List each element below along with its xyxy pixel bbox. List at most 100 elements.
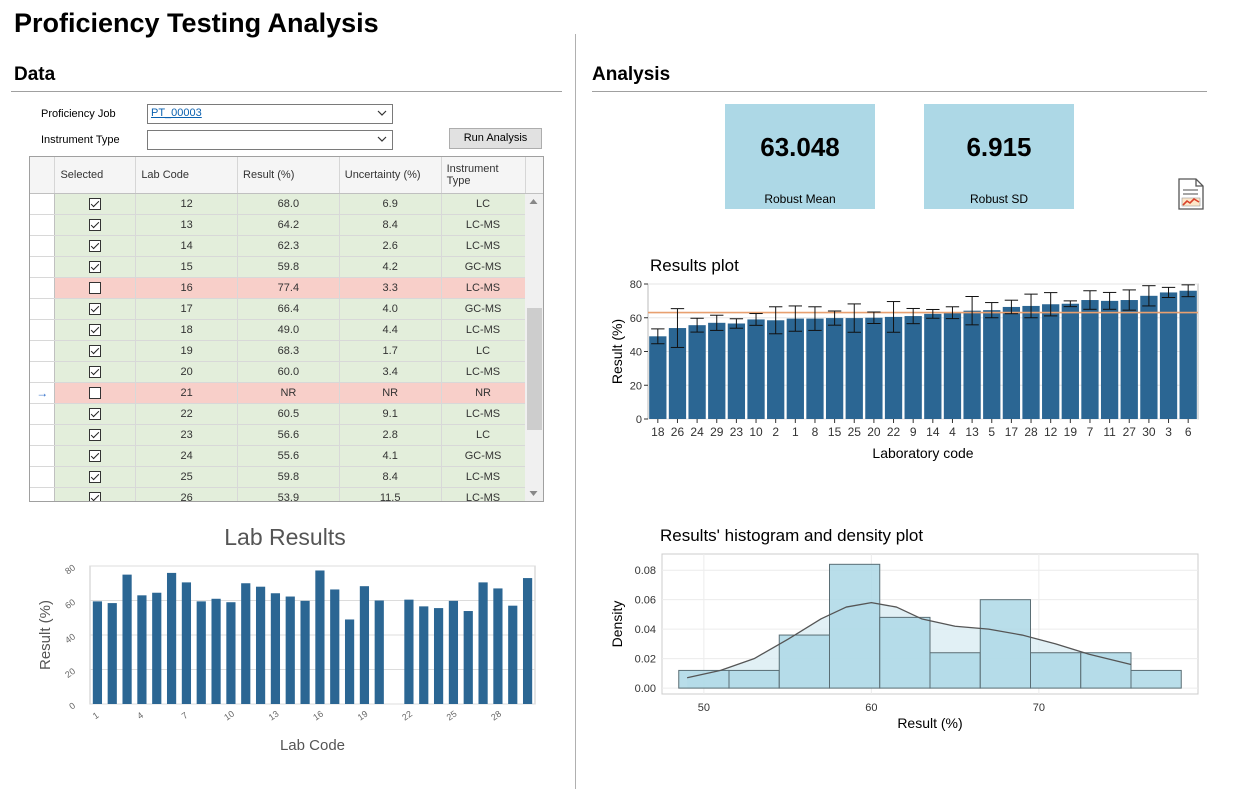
result-cell[interactable]: 64.2 xyxy=(237,214,340,236)
selected-cell[interactable] xyxy=(54,193,137,215)
uncertainty-cell[interactable]: 3.4 xyxy=(339,361,442,383)
selected-checkbox[interactable] xyxy=(89,239,102,252)
run-analysis-button[interactable]: Run Analysis xyxy=(449,128,542,149)
uncertainty-cell[interactable]: 11.5 xyxy=(339,487,442,501)
table-row[interactable]: 12 68.0 6.9 LC xyxy=(30,193,543,215)
column-header-uncertainty[interactable]: Uncertainty (%) xyxy=(339,157,442,194)
instrument-type-cell[interactable]: LC-MS xyxy=(441,361,526,383)
selected-cell[interactable] xyxy=(54,256,137,278)
lab-code-cell[interactable]: 25 xyxy=(135,466,239,488)
lab-code-cell[interactable]: 15 xyxy=(135,256,239,278)
instrument-type-cell[interactable]: LC-MS xyxy=(441,214,526,236)
selected-checkbox[interactable] xyxy=(89,323,102,336)
selected-checkbox[interactable] xyxy=(89,470,102,483)
result-cell[interactable]: 59.8 xyxy=(237,466,340,488)
result-cell[interactable]: 62.3 xyxy=(237,235,340,257)
table-row[interactable]: 19 68.3 1.7 LC xyxy=(30,340,543,362)
lab-data-grid[interactable]: Selected Lab Code Result (%) Uncertainty… xyxy=(29,156,544,502)
selected-cell[interactable] xyxy=(54,424,137,446)
selected-checkbox[interactable] xyxy=(89,281,102,294)
table-row[interactable]: 20 60.0 3.4 LC-MS xyxy=(30,361,543,383)
lab-code-cell[interactable]: 22 xyxy=(135,403,239,425)
lab-code-cell[interactable]: 12 xyxy=(135,193,239,215)
selected-cell[interactable] xyxy=(54,487,137,501)
uncertainty-cell[interactable]: 4.2 xyxy=(339,256,442,278)
selected-checkbox[interactable] xyxy=(89,386,102,399)
result-cell[interactable]: NR xyxy=(237,382,340,404)
result-cell[interactable]: 53.9 xyxy=(237,487,340,501)
result-cell[interactable]: 49.0 xyxy=(237,319,340,341)
selected-cell[interactable] xyxy=(54,277,137,299)
selected-checkbox[interactable] xyxy=(89,428,102,441)
table-row[interactable]: 17 66.4 4.0 GC-MS xyxy=(30,298,543,320)
selected-cell[interactable] xyxy=(54,445,137,467)
selected-cell[interactable] xyxy=(54,319,137,341)
scrollbar-thumb[interactable] xyxy=(527,308,542,430)
table-row[interactable]: 13 64.2 8.4 LC-MS xyxy=(30,214,543,236)
selected-cell[interactable] xyxy=(54,298,137,320)
table-row[interactable]: 22 60.5 9.1 LC-MS xyxy=(30,403,543,425)
selected-checkbox[interactable] xyxy=(89,218,102,231)
selected-cell[interactable] xyxy=(54,382,137,404)
selected-checkbox[interactable] xyxy=(89,365,102,378)
lab-code-cell[interactable]: 26 xyxy=(135,487,239,501)
uncertainty-cell[interactable]: 3.3 xyxy=(339,277,442,299)
table-row[interactable]: 26 53.9 11.5 LC-MS xyxy=(30,487,543,501)
uncertainty-cell[interactable]: 8.4 xyxy=(339,214,442,236)
grid-vertical-scrollbar[interactable] xyxy=(525,194,543,501)
table-row[interactable]: 14 62.3 2.6 LC-MS xyxy=(30,235,543,257)
table-row[interactable]: 18 49.0 4.4 LC-MS xyxy=(30,319,543,341)
instrument-type-cell[interactable]: GC-MS xyxy=(441,298,526,320)
uncertainty-cell[interactable]: 2.8 xyxy=(339,424,442,446)
uncertainty-cell[interactable]: 4.1 xyxy=(339,445,442,467)
lab-code-cell[interactable]: 19 xyxy=(135,340,239,362)
result-cell[interactable]: 60.5 xyxy=(237,403,340,425)
column-header-result[interactable]: Result (%) xyxy=(237,157,340,194)
lab-code-cell[interactable]: 23 xyxy=(135,424,239,446)
column-header-selected[interactable]: Selected xyxy=(54,157,137,194)
lab-code-cell[interactable]: 24 xyxy=(135,445,239,467)
uncertainty-cell[interactable]: 9.1 xyxy=(339,403,442,425)
table-row[interactable]: 23 56.6 2.8 LC xyxy=(30,424,543,446)
instrument-type-cell[interactable]: LC xyxy=(441,193,526,215)
table-row[interactable]: 15 59.8 4.2 GC-MS xyxy=(30,256,543,278)
instrument-type-cell[interactable]: LC-MS xyxy=(441,487,526,501)
lab-code-cell[interactable]: 13 xyxy=(135,214,239,236)
uncertainty-cell[interactable]: 4.0 xyxy=(339,298,442,320)
uncertainty-cell[interactable]: 6.9 xyxy=(339,193,442,215)
chevron-down-icon[interactable] xyxy=(376,133,388,145)
selected-cell[interactable] xyxy=(54,340,137,362)
instrument-type-cell[interactable]: LC-MS xyxy=(441,277,526,299)
selected-checkbox[interactable] xyxy=(89,260,102,273)
selected-cell[interactable] xyxy=(54,466,137,488)
selected-checkbox[interactable] xyxy=(89,302,102,315)
uncertainty-cell[interactable]: 8.4 xyxy=(339,466,442,488)
chevron-down-icon[interactable] xyxy=(376,107,388,119)
result-cell[interactable]: 60.0 xyxy=(237,361,340,383)
selected-cell[interactable] xyxy=(54,214,137,236)
instrument-type-cell[interactable]: LC xyxy=(441,424,526,446)
uncertainty-cell[interactable]: NR xyxy=(339,382,442,404)
selected-cell[interactable] xyxy=(54,361,137,383)
selected-cell[interactable] xyxy=(54,403,137,425)
selected-checkbox[interactable] xyxy=(89,407,102,420)
selected-checkbox[interactable] xyxy=(89,197,102,210)
uncertainty-cell[interactable]: 1.7 xyxy=(339,340,442,362)
instrument-type-cell[interactable]: GC-MS xyxy=(441,445,526,467)
result-cell[interactable]: 68.3 xyxy=(237,340,340,362)
scroll-down-icon[interactable] xyxy=(529,490,538,497)
instrument-type-cell[interactable]: LC xyxy=(441,340,526,362)
uncertainty-cell[interactable]: 2.6 xyxy=(339,235,442,257)
proficiency-job-combo[interactable]: PT_00003 xyxy=(147,104,393,124)
table-row[interactable]: 16 77.4 3.3 LC-MS xyxy=(30,277,543,299)
table-row[interactable]: → 21 NR NR NR xyxy=(30,382,543,404)
column-header-lab-code[interactable]: Lab Code xyxy=(135,157,239,194)
selected-cell[interactable] xyxy=(54,235,137,257)
selected-checkbox[interactable] xyxy=(89,344,102,357)
instrument-type-combo[interactable] xyxy=(147,130,393,150)
result-cell[interactable]: 77.4 xyxy=(237,277,340,299)
instrument-type-cell[interactable]: NR xyxy=(441,382,526,404)
lab-code-cell[interactable]: 21 xyxy=(135,382,239,404)
uncertainty-cell[interactable]: 4.4 xyxy=(339,319,442,341)
lab-code-cell[interactable]: 16 xyxy=(135,277,239,299)
